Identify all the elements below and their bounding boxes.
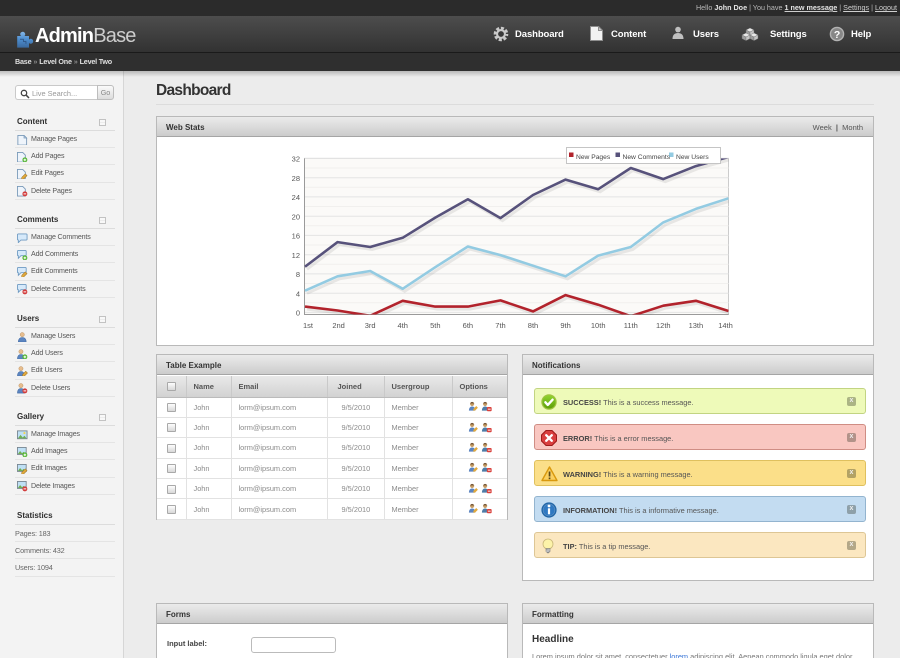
svg-text:10th: 10th [591, 321, 606, 330]
svg-text:12th: 12th [656, 321, 671, 330]
svg-text:14th: 14th [718, 321, 733, 330]
svg-text:16: 16 [292, 232, 300, 241]
svg-text:28: 28 [292, 174, 300, 183]
svg-text:20: 20 [292, 212, 300, 221]
svg-text:8: 8 [296, 270, 300, 279]
svg-text:4th: 4th [397, 321, 407, 330]
svg-text:7th: 7th [495, 321, 505, 330]
svg-text:3rd: 3rd [365, 321, 376, 330]
svg-text:5th: 5th [430, 321, 440, 330]
svg-text:1st: 1st [303, 321, 314, 330]
svg-text:12: 12 [292, 251, 300, 260]
svg-text:32: 32 [292, 155, 300, 164]
svg-text:9th: 9th [560, 321, 570, 330]
svg-text:13th: 13th [689, 321, 704, 330]
svg-text:New Users: New Users [676, 154, 709, 161]
svg-text:2nd: 2nd [332, 321, 345, 330]
svg-text:?: ? [834, 29, 840, 41]
svg-text:4: 4 [296, 289, 300, 298]
svg-text:0: 0 [296, 309, 300, 318]
svg-text:6th: 6th [463, 321, 473, 330]
svg-text:8th: 8th [528, 321, 538, 330]
svg-text:New Pages: New Pages [576, 154, 611, 161]
svg-text:11th: 11th [624, 321, 638, 330]
svg-text:24: 24 [292, 193, 300, 202]
svg-text:New Comments: New Comments [623, 154, 671, 161]
